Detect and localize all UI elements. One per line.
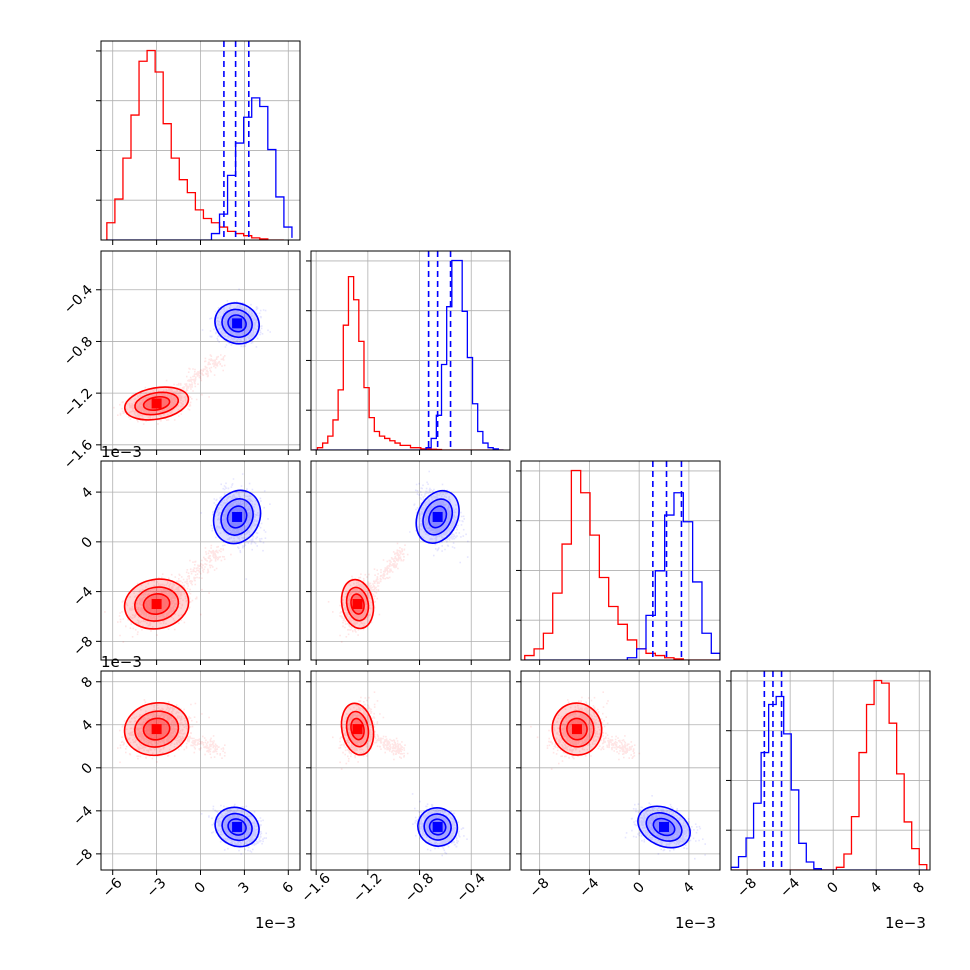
scatter-panel-1-0 (101, 251, 300, 450)
red-density-peak (151, 724, 162, 735)
y-tick-label: 8 (79, 674, 97, 692)
y-tick-label: 4 (79, 717, 97, 735)
x-axis-multiplier: 1e−3 (885, 914, 926, 932)
histogram-frame-2 (520, 460, 721, 661)
histogram-panel-1 (311, 251, 510, 450)
x-tick-label: −3 (144, 875, 170, 901)
scatter-panel-3-0 (101, 671, 300, 870)
red-histogram-step (106, 49, 284, 240)
scatter-frame-3-1 (310, 670, 511, 871)
red-histogram-step (524, 469, 720, 660)
red-density-peak (571, 724, 582, 735)
red-scatter-points (530, 691, 641, 770)
y-tick-label: −1.2 (61, 385, 96, 420)
histogram-panel-0 (101, 41, 300, 240)
x-tick-label: 0 (192, 879, 210, 897)
blue-density-peak (232, 318, 243, 329)
blue-density-peak (432, 511, 443, 522)
x-tick-label: −6 (100, 875, 126, 901)
blue-density-peak (659, 821, 670, 832)
scatter-panel-3-1 (311, 671, 510, 870)
blue-scatter-points (200, 473, 271, 580)
y-tick-label: −8 (70, 846, 96, 872)
blue-histogram-step (731, 695, 927, 870)
x-tick-label: −8 (527, 875, 553, 901)
blue-histogram-step (524, 492, 720, 660)
x-tick-label: 6 (279, 879, 297, 897)
histogram-panel-2 (521, 461, 720, 660)
blue-histogram-step (106, 97, 293, 240)
x-tick-label: −4 (777, 875, 803, 901)
histogram-panel-3 (731, 671, 930, 870)
scatter-panel-2-0 (101, 461, 300, 660)
x-tick-label: −0.8 (402, 870, 437, 905)
x-tick-label: −0.4 (454, 870, 489, 905)
red-scatter-points (327, 542, 409, 643)
y-axis-multiplier: 1e−3 (101, 443, 142, 461)
x-axis-multiplier: 1e−3 (255, 914, 296, 932)
red-scatter-points (104, 544, 232, 643)
y-tick-label: 0 (79, 534, 97, 552)
red-density-peak (151, 599, 162, 610)
red-density-peak (352, 599, 363, 610)
y-tick-label: 4 (79, 484, 97, 502)
y-axis-multiplier: 1e−3 (101, 653, 142, 671)
y-tick-label: −4 (70, 584, 96, 610)
y-tick-label: −8 (70, 634, 96, 660)
x-tick-label: 3 (236, 879, 254, 897)
x-tick-label: −1.6 (298, 870, 333, 905)
y-tick-label: 0 (79, 760, 97, 778)
red-histogram-step (312, 276, 504, 450)
scatter-frame-2-1 (310, 460, 511, 661)
x-tick-label: −1.2 (350, 870, 385, 905)
y-tick-label: −1.6 (61, 437, 96, 472)
y-tick-label: −4 (70, 803, 96, 829)
blue-density-peak (232, 511, 243, 522)
x-tick-label: 8 (910, 879, 928, 897)
x-tick-label: 0 (824, 879, 842, 897)
y-tick-label: −0.8 (61, 334, 96, 369)
x-tick-label: −8 (734, 875, 760, 901)
scatter-frame-3-2 (520, 670, 721, 871)
histogram-frame-1 (310, 250, 511, 451)
histogram-frame-3 (730, 670, 931, 871)
scatter-panel-2-1 (311, 461, 510, 660)
red-density-peak (352, 724, 363, 735)
y-tick-label: −0.4 (61, 282, 96, 317)
x-tick-label: 4 (867, 879, 885, 897)
x-axis-multiplier: 1e−3 (675, 914, 716, 932)
blue-density-peak (232, 821, 243, 832)
red-scatter-points (113, 354, 226, 425)
scatter-panel-3-2 (521, 671, 720, 870)
red-density-peak (151, 398, 162, 409)
x-tick-label: −4 (576, 875, 602, 901)
blue-histogram-step (312, 259, 504, 450)
x-tick-label: 4 (680, 879, 698, 897)
red-histogram-step (731, 679, 928, 870)
blue-density-peak (432, 821, 443, 832)
x-tick-label: 0 (630, 879, 648, 897)
